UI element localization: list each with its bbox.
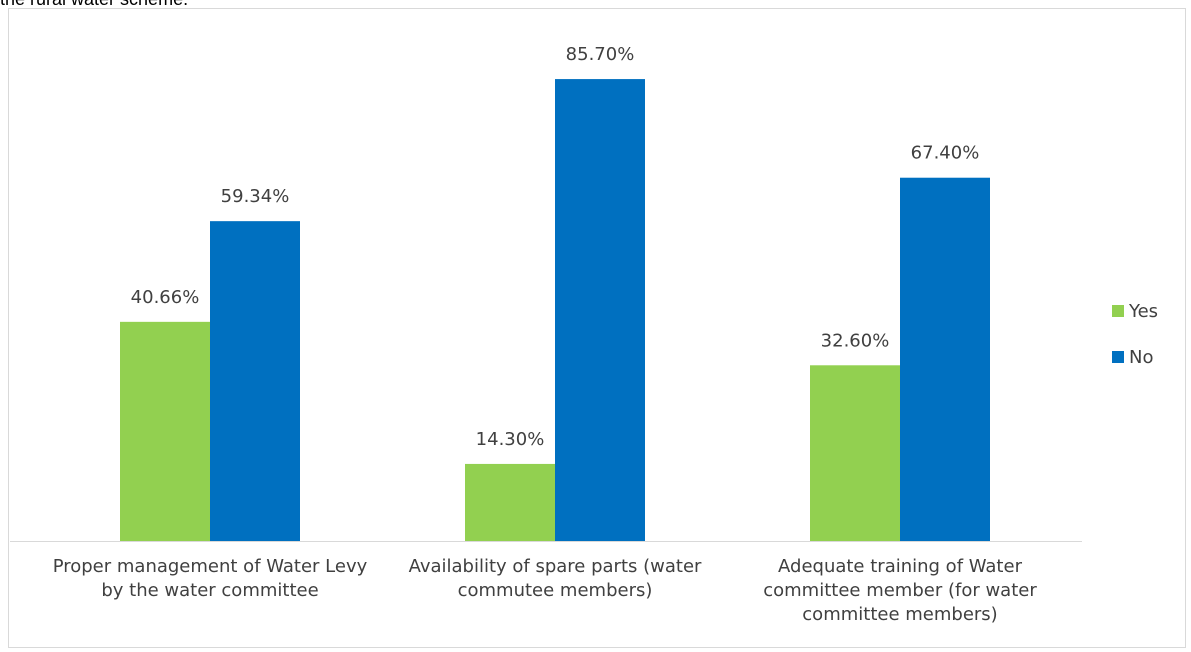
category-label-line: Availability of spare parts (water [408, 556, 702, 577]
legend-label-yes: Yes [1129, 300, 1159, 322]
category-label-line: Adequate training of Water [778, 556, 1022, 577]
data-label-no-2: 85.70% [566, 44, 635, 65]
data-label-no-1: 59.34% [221, 186, 290, 207]
legend-label-no: No [1129, 346, 1154, 368]
data-label-yes-3: 32.60% [821, 330, 890, 351]
category-label-line: commutee members) [457, 580, 653, 601]
category-label-line: Proper management of Water Levy [52, 556, 368, 577]
bar-no-1 [210, 221, 300, 541]
data-label-no-3: 67.40% [911, 143, 980, 164]
bar-no-2 [555, 79, 645, 542]
bar-no-3 [900, 177, 990, 542]
legend-item-no: No [1112, 346, 1158, 368]
legend-item-yes: Yes [1112, 300, 1158, 322]
category-label-3: Adequate training of Water committee memb… [725, 555, 1075, 627]
data-label-yes-2: 14.30% [476, 429, 545, 450]
caption-text: the rural water scheme. [0, 0, 188, 10]
bar-yes-3 [810, 365, 900, 541]
category-label-line: committee members) [802, 604, 998, 625]
legend-swatch-no [1112, 351, 1124, 363]
category-label-line: committee member (for water [763, 580, 1037, 601]
bar-yes-1 [120, 321, 210, 541]
category-label-2: Availability of spare parts (water commut… [380, 555, 730, 603]
category-label-line: by the water committee [101, 580, 319, 601]
category-label-1: Proper management of Water Levy by the wa… [35, 555, 385, 603]
data-label-yes-1: 40.66% [131, 287, 200, 308]
legend-swatch-yes [1112, 305, 1124, 317]
bar-yes-2 [465, 463, 555, 541]
legend: Yes No [1112, 300, 1158, 392]
